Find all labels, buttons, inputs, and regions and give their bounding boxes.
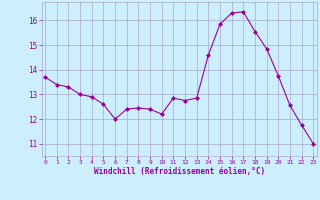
X-axis label: Windchill (Refroidissement éolien,°C): Windchill (Refroidissement éolien,°C) <box>94 167 265 176</box>
